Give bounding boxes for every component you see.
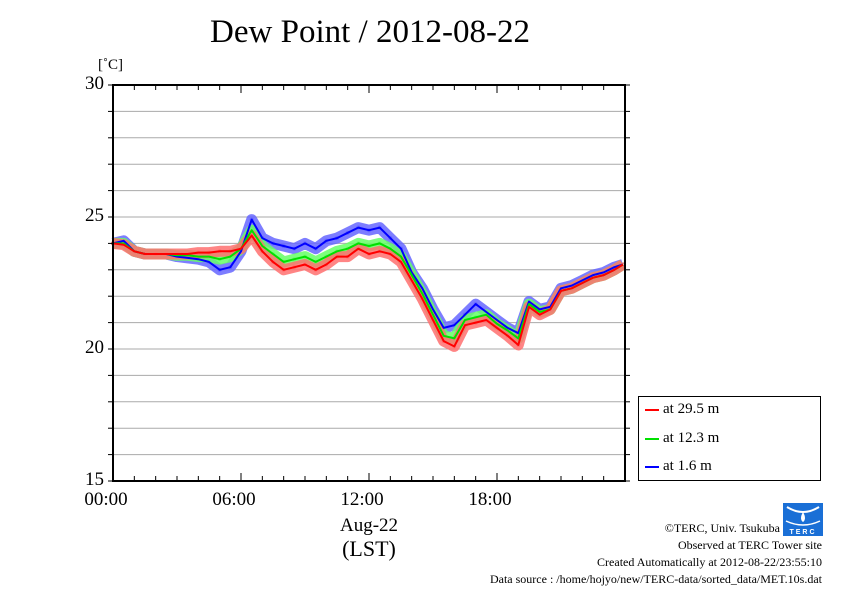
x-tick-label: 18:00	[468, 489, 512, 510]
legend-label: at 1.6 m	[663, 458, 712, 474]
x-tick-label: 00:00	[84, 489, 128, 510]
x-axis-label: (LST)	[342, 536, 396, 561]
x-tick-label: 06:00	[212, 489, 256, 510]
legend-item-12-3m: at 12.3 m	[645, 430, 719, 447]
y-tick-label: 25	[85, 205, 104, 226]
legend-item-1-6m: at 1.6 m	[645, 458, 712, 475]
legend-label: at 29.5 m	[663, 401, 720, 417]
created-note: Created Automatically at 2012-08-22/23:5…	[597, 555, 822, 569]
plot-frame	[112, 84, 626, 482]
legend-item-29-5m: at 29.5 m	[645, 401, 719, 418]
legend-swatch	[645, 437, 659, 440]
svg-text:TERC: TERC	[789, 529, 816, 536]
legend: at 29.5 m at 12.3 m at 1.6 m	[638, 396, 821, 481]
copyright: ©TERC, Univ. Tsukuba	[664, 521, 780, 535]
series-line-at-12-3-m	[113, 229, 624, 340]
legend-swatch	[645, 465, 659, 468]
data-point	[388, 236, 393, 241]
y-tick-label: 20	[85, 337, 104, 358]
legend-swatch	[645, 408, 659, 411]
terc-logo: TERC	[783, 503, 823, 536]
y-tick-label: 30	[85, 73, 104, 94]
series-line-at-1-6-m	[112, 218, 624, 335]
series-band-at-29-5-m	[112, 230, 626, 352]
observed-note: Observed at TERC Tower site	[677, 538, 822, 552]
data-source: Data source : /home/hojyo/new/TERC-data/…	[489, 572, 822, 586]
y-axis-unit: [˚C]	[98, 57, 123, 73]
legend-label: at 12.3 m	[663, 430, 720, 446]
x-date-label: Aug-22	[339, 515, 399, 536]
series-line-at-29-5-m	[112, 234, 624, 348]
y-tick-label: 15	[85, 469, 104, 490]
chart-title: Dew Point / 2012-08-22	[210, 14, 530, 50]
x-tick-label: 12:00	[340, 489, 384, 510]
